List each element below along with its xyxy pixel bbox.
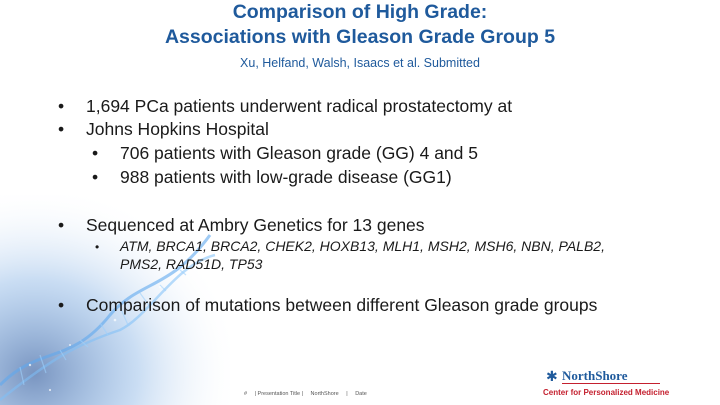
slide-subtitle: Xu, Helfand, Walsh, Isaacs et al. Submit… — [240, 56, 480, 70]
gene-list: ATM, BRCA1, BRCA2, CHEK2, HOXB13, MLH1, … — [120, 238, 605, 272]
slide-title-line-2: Associations with Gleason Grade Group 5 — [164, 26, 556, 48]
bullet-marker: • — [95, 240, 100, 254]
bullet-text: 1,694 PCa patients underwent radical pro… — [86, 96, 513, 116]
bullet-marker: • — [92, 167, 99, 187]
northshore-logo: ✱ NorthShore Center for Personalized Med… — [543, 368, 670, 402]
footer-page-number: # — [244, 391, 248, 397]
logo-divider — [562, 383, 660, 384]
bullet-marker: • — [58, 215, 65, 235]
star-icon: ✱ — [546, 368, 558, 384]
bullet-marker: • — [58, 295, 65, 315]
bullet-marker: • — [58, 96, 65, 116]
bullet-text: Johns Hopkins Hospital — [86, 119, 269, 139]
bullet-text: Comparison of mutations between differen… — [86, 295, 598, 315]
bullet-text: 988 patients with low-grade disease (GG1… — [120, 167, 452, 187]
bullet-text: Sequenced at Ambry Genetics for 13 genes — [86, 215, 425, 235]
dna-helix-background — [0, 195, 230, 405]
slide-title-line-1: Comparison of High Grade: — [232, 1, 488, 23]
footer-presentation-title: | Presentation Title | — [254, 391, 304, 397]
slide-footer: # | Presentation Title | NorthShore | Da… — [244, 391, 373, 397]
footer-separator: | — [346, 391, 348, 397]
logo-wordmark: ✱ NorthShore — [543, 368, 665, 384]
footer-date: Date — [355, 391, 367, 397]
logo-name: NorthShore — [562, 368, 628, 383]
slide-title: Comparison of High Grade: Associations w… — [0, 0, 720, 50]
bullet-marker: • — [92, 143, 99, 163]
bullet-text: 706 patients with Gleason grade (GG) 4 a… — [120, 143, 478, 163]
bullet-marker: • — [58, 119, 65, 139]
logo-tagline: Center for Personalized Medicine — [543, 388, 670, 397]
footer-org: NorthShore — [310, 391, 339, 397]
